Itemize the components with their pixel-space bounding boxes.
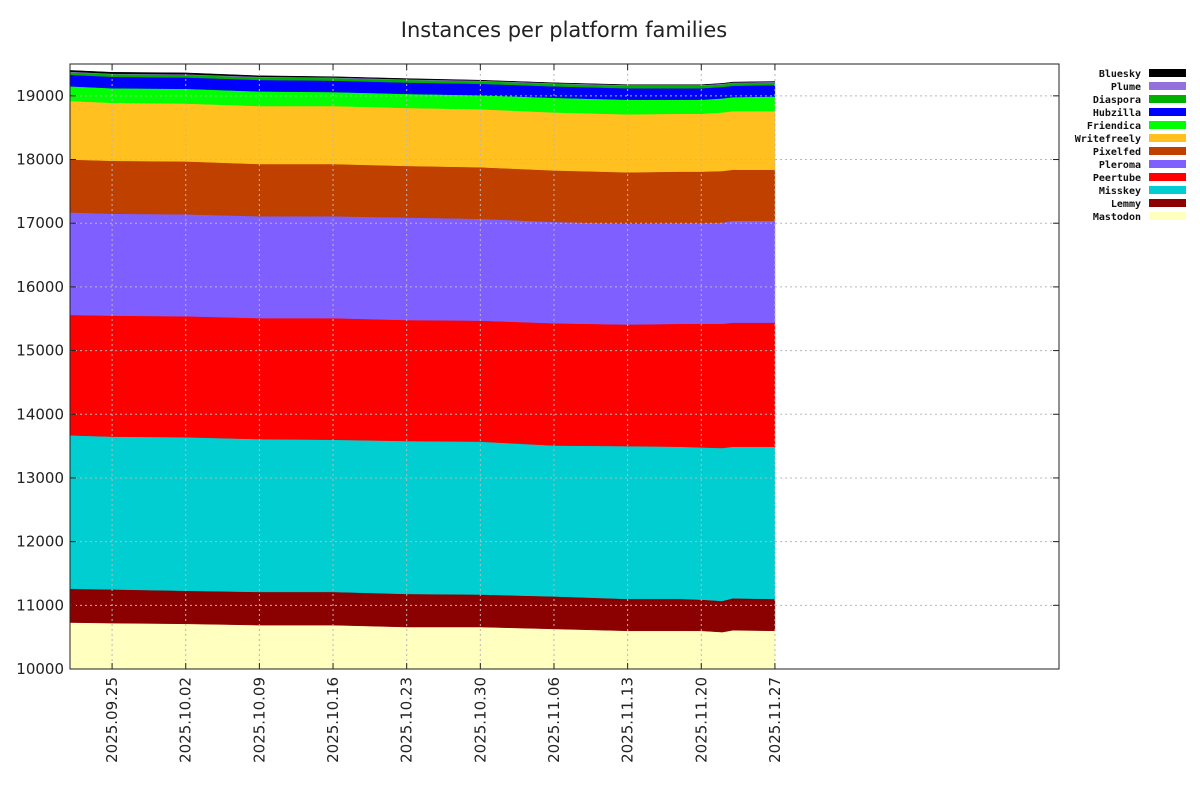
legend-swatch-diaspora [1149,95,1186,103]
legend-label-writefreely: Writefreely [1075,133,1141,145]
legend-label-hubzilla: Hubzilla [1093,107,1141,119]
legend-label-friendica: Friendica [1087,120,1141,132]
y-tick-label: 16000 [16,278,64,296]
legend-swatch-friendica [1149,121,1186,129]
area-peertube [69,314,776,449]
x-tick-label: 2025.11.06 [545,677,563,763]
chart-title: Instances per platform families [401,18,727,42]
legend-swatch-lemmy [1149,199,1186,207]
area-pleroma [69,212,776,325]
area-misskey [69,435,776,602]
y-tick-label: 14000 [16,405,64,423]
legend-label-bluesky: Bluesky [1099,69,1141,80]
x-tick-label: 2025.10.30 [471,677,489,763]
legend-label-lemmy: Lemmy [1111,199,1141,210]
y-tick-label: 13000 [16,469,64,487]
y-tick-label: 15000 [16,342,64,360]
y-tick-label: 17000 [16,214,64,232]
legend-label-pleroma: Pleroma [1099,160,1141,171]
x-axis: 2025.09.25 2025.10.02 2025.10.09 2025.10.16… [103,64,784,763]
legend-swatch-misskey [1149,186,1186,194]
legend-label-plume: Plume [1111,82,1141,93]
y-tick-label: 19000 [16,87,64,105]
x-tick-label: 2025.11.13 [619,677,637,763]
x-tick-label: 2025.09.25 [103,677,121,763]
y-tick-label: 18000 [16,151,64,169]
legend-swatch-pixelfed [1149,147,1186,155]
legend-label-misskey: Misskey [1099,185,1141,197]
x-tick-label: 2025.11.27 [766,677,784,763]
y-tick-label: 11000 [16,596,64,614]
x-tick-label: 2025.10.09 [250,677,268,763]
y-axis: 10000 11000 12000 13000 14000 15000 16000 17000… [16,87,1059,678]
area-layers [69,70,776,670]
x-tick-label: 2025.11.20 [692,677,710,763]
x-tick-label: 2025.10.16 [324,677,342,763]
legend-label-peertube: Peertube [1093,173,1141,184]
plot-frame [69,63,1060,670]
legend-swatch-writefreely [1149,134,1186,142]
legend: Bluesky PlumeDiasporaHubzillaFriendicaWri… [1075,69,1186,223]
legend-swatch-plume [1149,82,1186,90]
legend-swatch-peertube [1149,173,1186,181]
y-tick-label: 12000 [16,533,64,551]
x-tick-label: 2025.10.23 [398,677,416,763]
area-bluesky [69,70,776,86]
legend-swatch-pleroma [1149,160,1186,168]
legend-label-pixelfed: Pixelfed [1093,146,1141,158]
legend-swatch-hubzilla [1149,108,1186,116]
gridlines [70,64,1059,669]
legend-swatch-bluesky [1149,69,1186,77]
legend-swatch-mastodon [1149,212,1186,220]
x-tick-label: 2025.10.02 [177,677,195,763]
legend-label-mastodon: Mastodon [1093,212,1141,223]
legend-label-diaspora: Diaspora [1093,94,1141,106]
y-tick-label: 10000 [16,660,64,678]
